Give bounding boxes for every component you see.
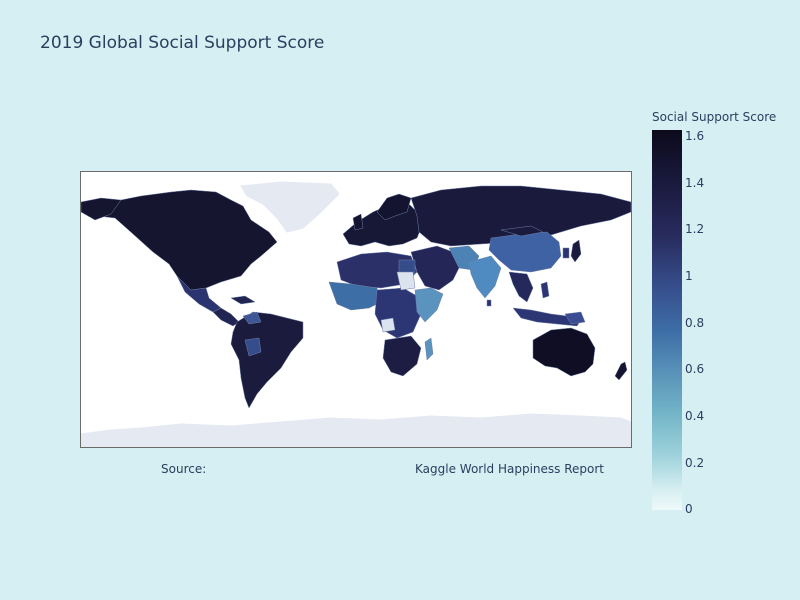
region-caribbean[interactable] bbox=[230, 295, 256, 305]
colorbar-title: Social Support Score bbox=[652, 110, 777, 124]
colorbar-tick: 0.2 bbox=[685, 456, 705, 470]
region-bolivia[interactable] bbox=[244, 337, 262, 357]
map-frame[interactable] bbox=[80, 171, 632, 448]
region-greenland[interactable] bbox=[240, 181, 340, 233]
region-philippines[interactable] bbox=[540, 281, 550, 299]
region-sri-lanka[interactable] bbox=[486, 299, 492, 307]
region-south-asia[interactable] bbox=[468, 255, 502, 299]
region-alaska[interactable] bbox=[81, 197, 122, 221]
region-middle-east[interactable] bbox=[410, 245, 462, 291]
colorbar-tick: 0.8 bbox=[685, 316, 705, 330]
region-korea[interactable] bbox=[562, 247, 570, 259]
colorbar-tick: 1.4 bbox=[685, 176, 705, 190]
region-japan[interactable] bbox=[570, 239, 582, 263]
region-venezuela[interactable] bbox=[242, 311, 262, 325]
source-value: Kaggle World Happiness Report bbox=[415, 462, 605, 476]
region-central-america[interactable] bbox=[212, 307, 240, 327]
region-new-zealand[interactable] bbox=[614, 361, 628, 381]
region-southern-africa[interactable] bbox=[382, 335, 422, 377]
colorbar-tick: 1 bbox=[685, 269, 693, 283]
region-sudan[interactable] bbox=[396, 271, 416, 291]
region-egypt[interactable] bbox=[398, 259, 416, 275]
region-west-africa[interactable] bbox=[328, 281, 382, 311]
region-uk[interactable] bbox=[352, 213, 364, 231]
colorbar bbox=[652, 130, 682, 510]
region-north-america[interactable] bbox=[81, 189, 278, 291]
region-mongolia[interactable] bbox=[500, 225, 544, 237]
region-scandinavia[interactable] bbox=[376, 193, 412, 221]
region-madagascar[interactable] bbox=[424, 337, 434, 361]
region-antarctica[interactable] bbox=[81, 413, 631, 447]
region-central-africa[interactable] bbox=[374, 287, 422, 339]
colorbar-tick: 1.6 bbox=[685, 129, 705, 143]
colorbar-tick: 0.6 bbox=[685, 362, 705, 376]
region-russia[interactable] bbox=[410, 185, 631, 247]
region-southeast-asia[interactable] bbox=[508, 271, 534, 303]
world-map[interactable] bbox=[81, 172, 631, 447]
region-australia[interactable] bbox=[532, 327, 596, 377]
region-east-africa[interactable] bbox=[414, 287, 444, 323]
colorbar-tick: 1.2 bbox=[685, 222, 705, 236]
region-china[interactable] bbox=[488, 231, 562, 273]
source-label: Source: bbox=[161, 462, 207, 476]
colorbar-tick: 0.4 bbox=[685, 409, 705, 423]
region-south-america[interactable] bbox=[230, 311, 304, 409]
colorbar-tick: 0 bbox=[685, 502, 693, 516]
region-papua[interactable] bbox=[564, 311, 586, 325]
region-car[interactable] bbox=[380, 317, 396, 333]
chart-title: 2019 Global Social Support Score bbox=[40, 33, 325, 53]
